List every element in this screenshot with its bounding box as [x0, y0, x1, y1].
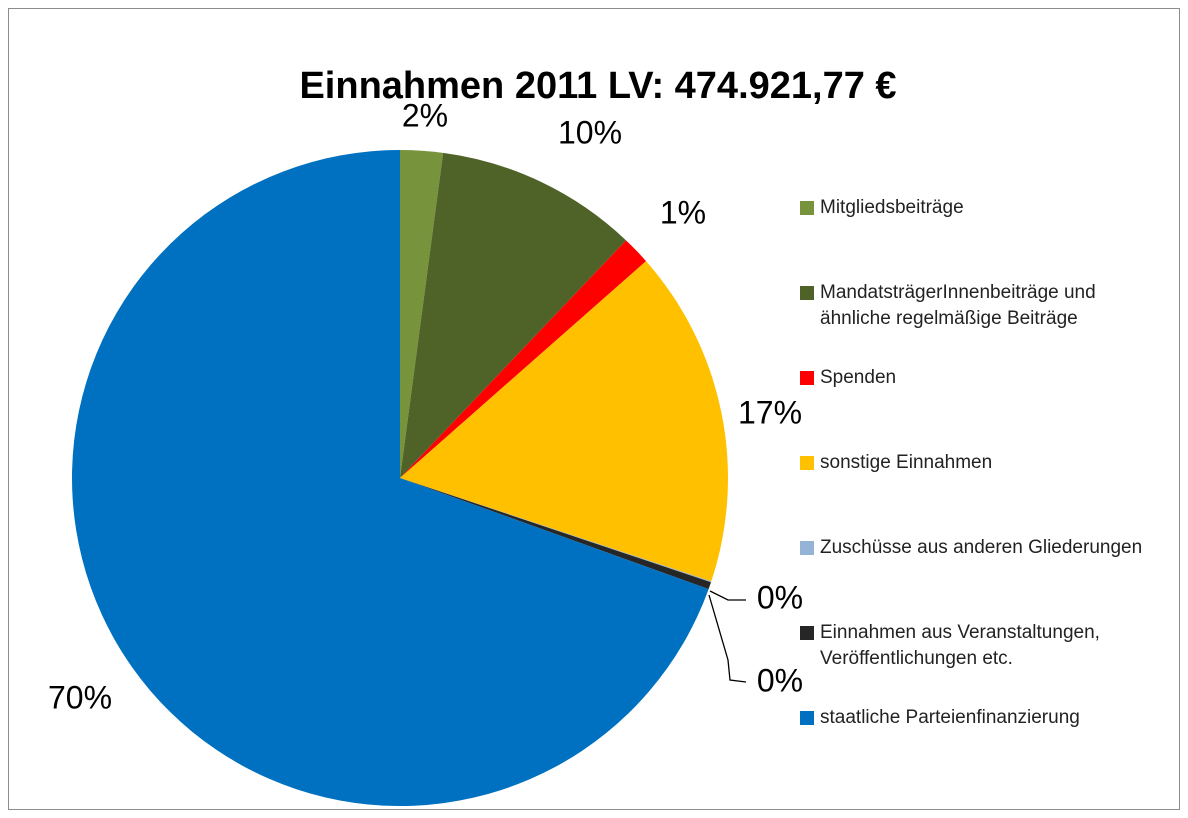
- legend-label: MandatsträgerInnenbeiträge und ähnliche …: [820, 282, 1096, 329]
- legend: Mitgliedsbeiträge MandatsträgerInnenbeitr…: [800, 195, 1170, 743]
- data-label: 2%: [402, 97, 448, 133]
- legend-item: sonstige Einnahmen: [800, 450, 1170, 476]
- legend-swatch: [800, 371, 814, 385]
- legend-swatch: [800, 286, 814, 300]
- pie-slice: [400, 261, 728, 582]
- pie-slice: [400, 478, 711, 590]
- legend-swatch: [800, 541, 814, 555]
- data-label: 0%: [757, 579, 803, 615]
- pie-slice: [71, 150, 709, 806]
- legend-swatch: [800, 626, 814, 640]
- data-label: 0%: [757, 662, 803, 698]
- legend-label: sonstige Einnahmen: [820, 452, 993, 473]
- legend-swatch: [800, 711, 814, 725]
- legend-item: staatliche Parteienfinanzierung: [800, 705, 1170, 731]
- data-label: 17%: [738, 394, 802, 430]
- legend-swatch: [800, 201, 814, 215]
- pie-slice: [400, 152, 627, 479]
- legend-label: Zuschüsse aus anderen Gliederungen: [820, 537, 1143, 558]
- data-label: 1%: [660, 194, 706, 230]
- legend-label: staatliche Parteienfinanzierung: [820, 707, 1080, 728]
- legend-label: Mitgliedsbeiträge: [820, 197, 964, 218]
- legend-item: MandatsträgerInnenbeiträge und ähnliche …: [800, 280, 1170, 332]
- pie-slice: [400, 240, 647, 478]
- legend-label: Einnahmen aus Veranstaltungen, Veröffent…: [820, 622, 1100, 669]
- pie-slice: [400, 478, 712, 583]
- legend-item: Mitgliedsbeiträge: [800, 195, 1170, 221]
- data-label: 70%: [48, 679, 112, 715]
- legend-label: Spenden: [820, 367, 897, 388]
- chart-title: Einnahmen 2011 LV: 474.921,77 €: [299, 65, 896, 107]
- leader-line: [708, 594, 747, 683]
- leader-line: [709, 590, 746, 601]
- data-label: 10%: [558, 114, 622, 150]
- legend-swatch: [800, 456, 814, 470]
- pie-slice: [400, 150, 444, 478]
- legend-item: Spenden: [800, 365, 1170, 391]
- legend-item: Zuschüsse aus anderen Gliederungen: [800, 535, 1170, 561]
- legend-item: Einnahmen aus Veranstaltungen, Veröffent…: [800, 620, 1170, 672]
